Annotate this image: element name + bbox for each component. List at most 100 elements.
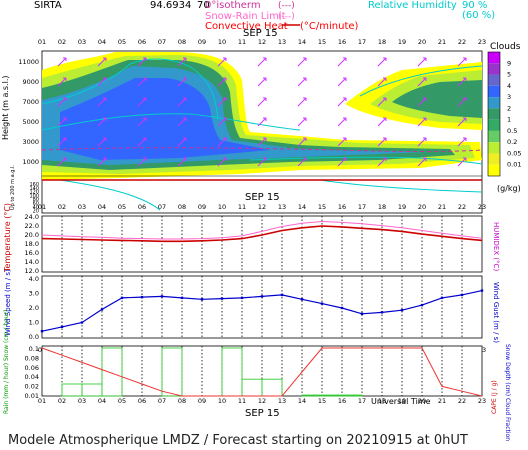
hour-tick-label: 02 bbox=[58, 203, 66, 211]
colorbar-tick-label: 3 bbox=[507, 93, 511, 101]
hour-tick-label: 19 bbox=[398, 38, 406, 46]
y-tick-label: 18.0 bbox=[25, 240, 39, 248]
y-tick-label: 1.0 bbox=[29, 319, 39, 327]
wind-speed-point bbox=[420, 303, 424, 307]
cloud-ylabel2: Up to 200 m a.g.l. bbox=[10, 165, 16, 210]
wind-arrow-head bbox=[223, 157, 227, 161]
wind-arrow-head bbox=[463, 157, 467, 161]
wind-arrow-head bbox=[103, 97, 107, 101]
wind-arrow-head bbox=[263, 97, 267, 101]
hour-tick-label: 07 bbox=[158, 38, 166, 46]
wind-speed-point bbox=[340, 306, 344, 310]
wind-arrow bbox=[377, 77, 387, 87]
wind-arrow-head bbox=[223, 117, 227, 121]
y-tick-label: 4.0 bbox=[29, 275, 39, 283]
wind-arrow bbox=[417, 97, 427, 107]
wind-arrow bbox=[297, 77, 307, 87]
temperature-line bbox=[41, 225, 483, 243]
hour-tick-label: 14 bbox=[298, 203, 306, 211]
wind-arrow bbox=[257, 137, 267, 147]
hour-tick-label: 18 bbox=[378, 397, 386, 405]
hour-tick-label: 16 bbox=[338, 397, 346, 405]
hour-tick-label: 18 bbox=[378, 38, 386, 46]
colorbar-swatch bbox=[488, 52, 500, 64]
wind-arrow-head bbox=[63, 117, 67, 121]
hour-tick-label: 23 bbox=[478, 38, 486, 46]
wind-arrow bbox=[257, 117, 267, 127]
rain-bar bbox=[341, 394, 363, 397]
hour-tick-label: 01 bbox=[38, 203, 46, 211]
wind-arrow-head bbox=[183, 117, 187, 121]
wind-arrow bbox=[97, 97, 107, 107]
hour-tick-label: 13 bbox=[278, 397, 286, 405]
wind-speed-point bbox=[40, 330, 44, 333]
colorbar-tick-label: 4 bbox=[507, 82, 511, 90]
hour-tick-label: 06 bbox=[138, 203, 146, 211]
wind-arrow-head bbox=[343, 157, 347, 161]
wind-arrow-head bbox=[183, 77, 187, 81]
colorbar: 9 5 4 3 2 1 0.5 0.2 0.05 0.01 bbox=[487, 51, 521, 177]
snowrain-label: Snow-Rain Limit bbox=[205, 11, 286, 22]
isotherm-label: 0°isotherm bbox=[205, 0, 261, 11]
hour-tick-label: 20 bbox=[418, 397, 426, 405]
colorbar-swatch bbox=[488, 108, 500, 120]
wind-y-axis: 4.0 3.0 2.0 1.0 0.0 bbox=[29, 275, 39, 341]
hour-tick-label: 16 bbox=[338, 38, 346, 46]
cloud-panel-hour-axis: 01 02 03 04 05 06 07 08 09 10 11 12 13 14 15 16 17 18 19 20… bbox=[38, 203, 486, 211]
wind-arrow bbox=[457, 77, 467, 87]
wind-arrow-head bbox=[303, 137, 307, 141]
colorbar-tick-label: 0.2 bbox=[507, 138, 517, 146]
cloud-y-tick-label: 100 bbox=[29, 193, 39, 199]
wind-arrow-head bbox=[423, 77, 427, 81]
hour-tick-label: 08 bbox=[178, 38, 186, 46]
cloud-y-tick-label: 80 bbox=[33, 197, 39, 203]
wind-arrow-head bbox=[63, 137, 67, 141]
wind-arrow-head bbox=[143, 57, 147, 61]
wind-arrow-head bbox=[423, 97, 427, 101]
snowrain-key: (---) bbox=[278, 12, 295, 22]
hour-tick-label: 09 bbox=[198, 203, 206, 211]
cloud-panel bbox=[41, 50, 483, 214]
rain-bar bbox=[161, 347, 183, 397]
wind-arrow-head bbox=[63, 97, 67, 101]
y-tick-label: 0.04 bbox=[25, 373, 39, 381]
rain-ylabel: Rain (mm / hour) Snow (cm / hour) bbox=[3, 310, 10, 414]
cloud-ylabel: Height (m a.s.l.) bbox=[1, 76, 10, 141]
hour-tick-label: 21 bbox=[438, 397, 446, 405]
cloud-y-tick-label: 20 bbox=[33, 209, 39, 215]
wind-arrow bbox=[137, 117, 147, 127]
cloud-y-tick-label: 5000 bbox=[22, 118, 39, 126]
wind-arrow-head bbox=[463, 117, 467, 121]
wind-arrow bbox=[417, 117, 427, 127]
cloud-y-tick-label: 11000 bbox=[18, 58, 39, 66]
hour-tick-label: 15 bbox=[318, 397, 326, 405]
hour-tick-label: 03 bbox=[78, 38, 86, 46]
temp-y-axis: 24.022.020.018.016.014.012.0 bbox=[25, 213, 39, 275]
hour-tick-label: 20 bbox=[418, 38, 426, 46]
humidex-ylabel: HUMIDEX (°C) bbox=[492, 222, 500, 271]
cloud-mass-left-blue bbox=[60, 78, 270, 160]
wind-arrow-head bbox=[143, 137, 147, 141]
convective-label: Convective Heat bbox=[205, 21, 288, 32]
y-tick-label: 16.0 bbox=[25, 249, 39, 257]
wind-arrow bbox=[57, 117, 67, 127]
rh-contour-1 bbox=[41, 58, 219, 121]
cloud-y-tick-label: 9000 bbox=[22, 78, 39, 86]
wind-arrow bbox=[217, 57, 227, 67]
hour-tick-label: 07 bbox=[158, 203, 166, 211]
wind-arrow bbox=[297, 97, 307, 107]
wind-arrow bbox=[377, 57, 387, 67]
hour-tick-label: 10 bbox=[218, 38, 226, 46]
wind-arrow-head bbox=[463, 137, 467, 141]
cloud-y-tick-label: 40 bbox=[33, 205, 39, 211]
colorbar-tick-label: 0.01 bbox=[507, 161, 521, 169]
gust-ylabel: Wind Gust (m / s) bbox=[492, 282, 500, 343]
y-tick-label: 14.0 bbox=[25, 258, 39, 266]
hour-tick-label: 15 bbox=[318, 38, 326, 46]
wind-arrow-head bbox=[463, 97, 467, 101]
wind-speed-point bbox=[300, 298, 304, 301]
hour-tick-label: 19 bbox=[398, 203, 406, 211]
colorbar-swatch bbox=[488, 63, 500, 75]
wind-arrow-head bbox=[183, 157, 187, 161]
wind-arrow bbox=[417, 137, 427, 147]
